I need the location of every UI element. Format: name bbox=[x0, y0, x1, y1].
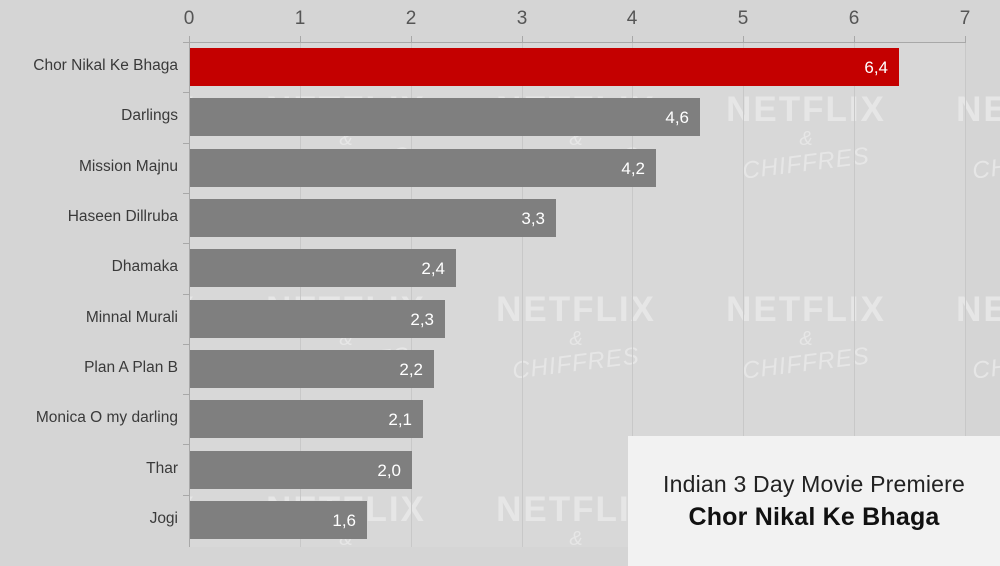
y-axis-category-label: Haseen Dillruba bbox=[67, 208, 178, 225]
bar bbox=[190, 451, 412, 489]
x-tick-mark bbox=[411, 36, 412, 43]
bar bbox=[190, 48, 899, 86]
bar-value-label: 4,2 bbox=[621, 159, 645, 178]
bar-value-label: 1,6 bbox=[332, 511, 356, 530]
y-tick-mark bbox=[183, 444, 190, 445]
bar-value-label: 3,3 bbox=[521, 209, 545, 228]
y-axis-category-label: Plan A Plan B bbox=[84, 359, 178, 376]
y-axis-category-label: Minnal Murali bbox=[85, 309, 178, 326]
y-axis-category-label: Mission Majnu bbox=[78, 158, 178, 175]
bar-value-label: 2,4 bbox=[421, 259, 445, 278]
y-tick-mark bbox=[183, 294, 190, 295]
y-tick-mark bbox=[183, 394, 190, 395]
bar-value-label: 2,3 bbox=[410, 310, 434, 329]
y-tick-mark bbox=[183, 143, 190, 144]
x-tick-mark bbox=[743, 36, 744, 43]
x-axis-tick-label: 7 bbox=[959, 8, 971, 29]
x-axis-tick-label: 5 bbox=[737, 8, 749, 29]
bar-value-label: 4,6 bbox=[665, 108, 689, 127]
bar bbox=[190, 199, 556, 237]
gridline bbox=[522, 42, 523, 547]
bar bbox=[190, 400, 423, 438]
gridline bbox=[632, 42, 633, 547]
x-tick-mark bbox=[854, 36, 855, 43]
y-tick-mark bbox=[183, 495, 190, 496]
x-axis-line bbox=[189, 42, 965, 43]
gridline bbox=[411, 42, 412, 547]
bar-value-label: 2,2 bbox=[399, 360, 423, 379]
y-axis-category-label: Thar bbox=[146, 460, 178, 477]
x-tick-mark bbox=[522, 36, 523, 43]
y-axis-category-label: Dhamaka bbox=[111, 258, 178, 275]
x-tick-mark bbox=[189, 36, 190, 43]
y-tick-mark bbox=[183, 193, 190, 194]
title-box: Indian 3 Day Movie Premiere Chor Nikal K… bbox=[628, 436, 1000, 566]
y-axis-category-label: Darlings bbox=[121, 107, 178, 124]
x-axis-tick-label: 4 bbox=[626, 8, 638, 29]
x-tick-mark bbox=[300, 36, 301, 43]
y-axis-category-label: Chor Nikal Ke Bhaga bbox=[33, 57, 178, 74]
gridline bbox=[854, 42, 855, 547]
x-tick-mark bbox=[632, 36, 633, 43]
bar-value-label: 2,0 bbox=[377, 461, 401, 480]
y-tick-mark bbox=[183, 344, 190, 345]
chart-subtitle: Indian 3 Day Movie Premiere bbox=[663, 470, 965, 497]
bar bbox=[190, 98, 700, 136]
x-axis-tick-label: 3 bbox=[516, 8, 528, 29]
chart-title: Chor Nikal Ke Bhaga bbox=[688, 502, 940, 531]
bar bbox=[190, 149, 656, 187]
x-axis-tick-label: 6 bbox=[848, 8, 860, 29]
bar bbox=[190, 350, 434, 388]
y-axis-category-label: Monica O my darling bbox=[35, 409, 178, 426]
x-axis-tick-label: 0 bbox=[183, 8, 195, 29]
bar bbox=[190, 300, 445, 338]
y-tick-mark bbox=[183, 243, 190, 244]
bar-value-label: 6,4 bbox=[864, 58, 888, 77]
bar bbox=[190, 501, 367, 539]
y-tick-mark bbox=[183, 42, 190, 43]
x-axis-tick-label: 1 bbox=[294, 8, 306, 29]
bar bbox=[190, 249, 456, 287]
gridline bbox=[300, 42, 301, 547]
y-tick-mark bbox=[183, 92, 190, 93]
gridline bbox=[965, 42, 966, 547]
bar-value-label: 2,1 bbox=[388, 410, 412, 429]
gridline bbox=[743, 42, 744, 547]
x-axis-tick-label: 2 bbox=[405, 8, 417, 29]
x-tick-mark bbox=[965, 36, 966, 43]
y-axis-category-label: Jogi bbox=[149, 510, 178, 527]
